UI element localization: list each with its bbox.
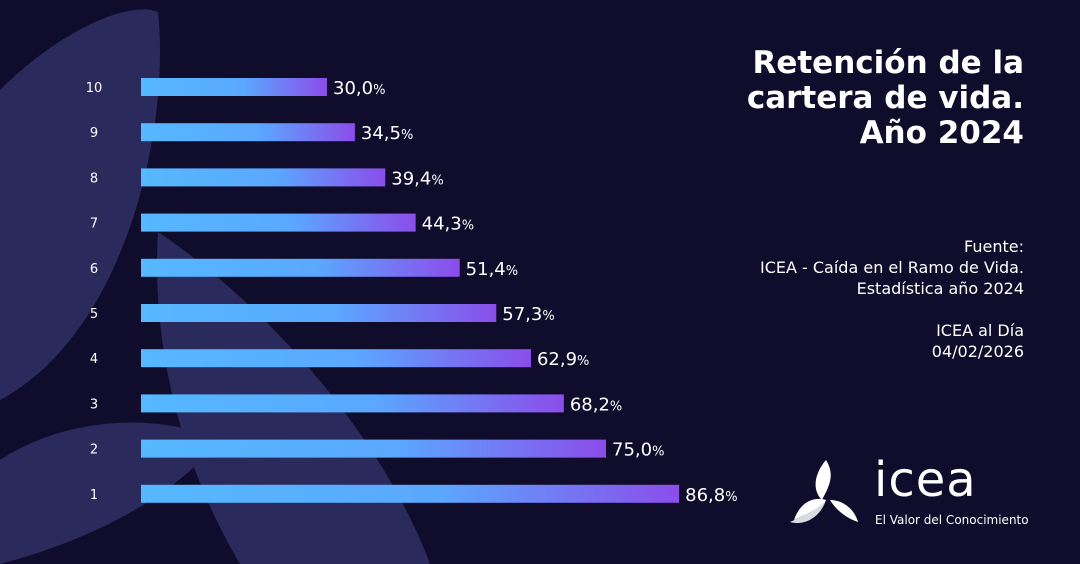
category-label: 3 bbox=[90, 397, 98, 412]
value-label: 86,8% bbox=[685, 485, 737, 506]
bar bbox=[141, 349, 531, 368]
source-date: 04/02/2026 bbox=[931, 342, 1024, 361]
value-label: 44,3% bbox=[422, 214, 474, 235]
category-label: 1 bbox=[90, 488, 98, 503]
source-line-1: ICEA - Caída en el Ramo de Vida. bbox=[759, 258, 1024, 277]
source-block: Fuente: ICEA - Caída en el Ramo de Vida.… bbox=[664, 236, 1024, 362]
bar bbox=[141, 439, 606, 458]
leaf-shape-left bbox=[0, 422, 220, 564]
bar bbox=[141, 123, 355, 142]
chart-title: Retención de la cartera de vida. Año 202… bbox=[644, 46, 1024, 151]
value-label: 62,9% bbox=[537, 349, 589, 370]
bar bbox=[141, 304, 497, 322]
bar bbox=[141, 78, 327, 96]
category-label: 8 bbox=[90, 171, 98, 186]
title-line-2: cartera de vida. bbox=[746, 80, 1024, 116]
value-label: 68,2% bbox=[570, 394, 622, 415]
value-label: 39,4% bbox=[391, 168, 443, 189]
value-label: 57,3% bbox=[502, 304, 554, 325]
category-label: 9 bbox=[90, 126, 98, 141]
icea-logo-icon bbox=[790, 460, 858, 524]
source-publication: ICEA al Día bbox=[936, 321, 1024, 340]
bar bbox=[141, 484, 680, 503]
value-label: 30,0% bbox=[333, 78, 385, 99]
category-label: 6 bbox=[90, 262, 98, 277]
icea-logo: icea El Valor del Conocimiento bbox=[784, 452, 1034, 536]
value-label: 34,5% bbox=[361, 123, 413, 144]
category-label: 7 bbox=[90, 217, 98, 232]
bar bbox=[141, 168, 386, 187]
bar bbox=[141, 258, 460, 277]
source-line-2: Estadística año 2024 bbox=[856, 279, 1024, 298]
title-line-3: Año 2024 bbox=[859, 115, 1024, 151]
leaf-shape-top bbox=[0, 9, 161, 401]
source-heading: Fuente: bbox=[964, 237, 1024, 256]
category-label: 4 bbox=[90, 352, 98, 367]
category-label: 2 bbox=[90, 443, 98, 458]
logo-tagline: El Valor del Conocimiento bbox=[875, 513, 1029, 527]
title-line-1: Retención de la bbox=[752, 45, 1024, 81]
value-label: 75,0% bbox=[612, 440, 664, 461]
bar bbox=[141, 213, 416, 232]
bar bbox=[141, 394, 564, 413]
logo-wordmark: icea bbox=[874, 452, 977, 508]
value-label: 51,4% bbox=[466, 259, 518, 280]
category-label: 5 bbox=[90, 307, 98, 322]
category-label: 10 bbox=[86, 81, 103, 96]
